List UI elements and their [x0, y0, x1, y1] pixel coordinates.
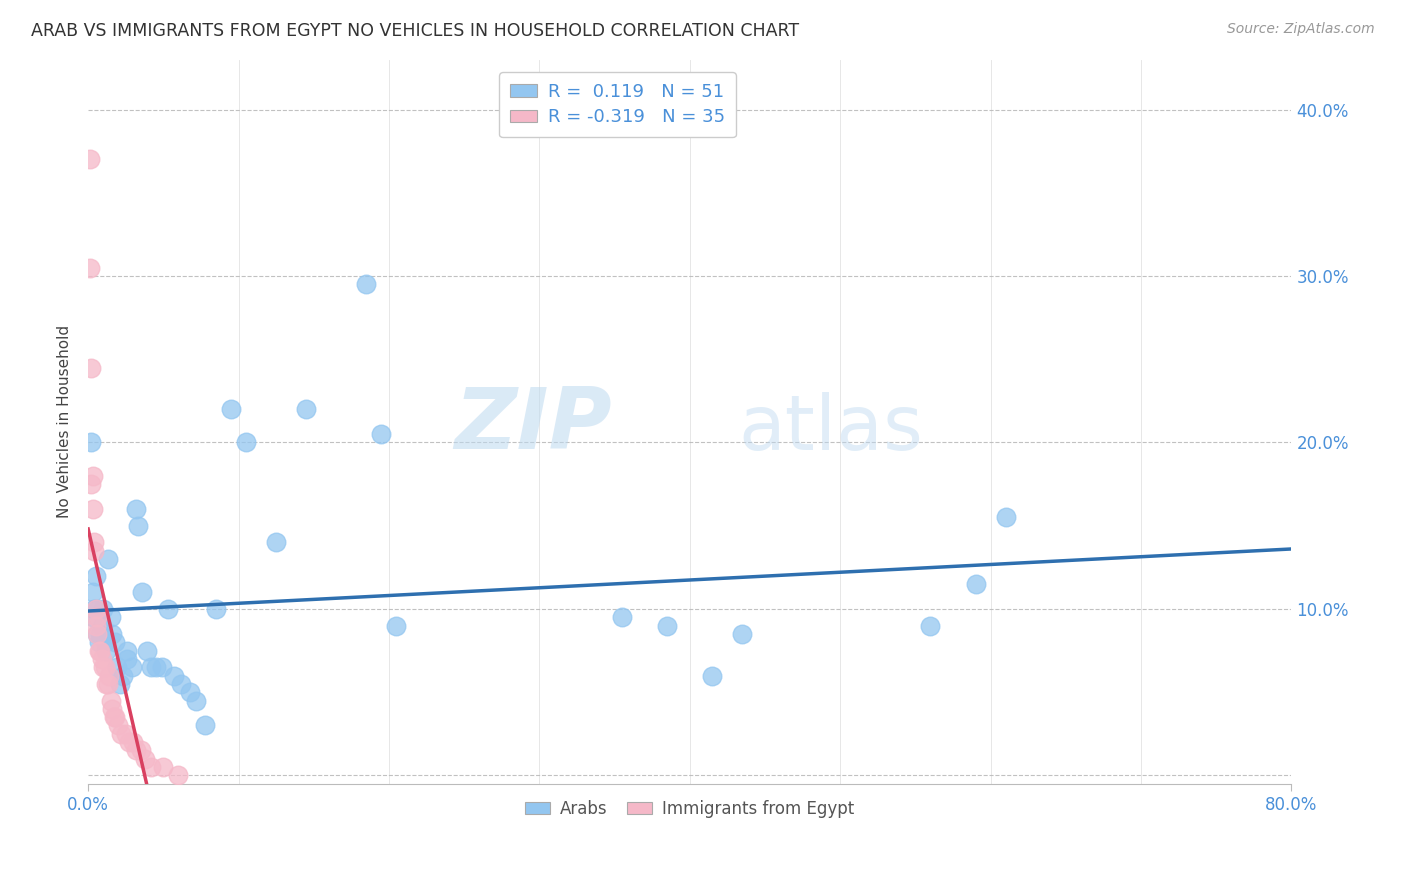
Point — [84, 568, 107, 582]
Point — [370, 427, 392, 442]
Point — [702, 668, 724, 682]
Point — [156, 602, 179, 616]
Point — [105, 660, 128, 674]
Point — [104, 710, 127, 724]
Point — [152, 760, 174, 774]
Point — [186, 693, 208, 707]
Point — [84, 602, 107, 616]
Point — [101, 702, 124, 716]
Legend: Arabs, Immigrants from Egypt: Arabs, Immigrants from Egypt — [516, 791, 863, 826]
Point — [117, 652, 139, 666]
Point — [98, 668, 121, 682]
Point — [167, 768, 190, 782]
Point — [87, 643, 110, 657]
Text: ZIP: ZIP — [454, 384, 612, 467]
Text: atlas: atlas — [738, 392, 922, 466]
Point — [93, 660, 115, 674]
Point — [125, 502, 148, 516]
Point — [101, 627, 124, 641]
Point — [82, 468, 104, 483]
Point — [118, 735, 141, 749]
Point — [82, 502, 104, 516]
Point — [86, 627, 108, 641]
Point — [87, 635, 110, 649]
Point — [235, 435, 257, 450]
Point — [80, 360, 103, 375]
Point — [89, 643, 111, 657]
Point — [104, 635, 127, 649]
Point — [96, 643, 118, 657]
Point — [965, 577, 987, 591]
Point — [145, 660, 167, 674]
Point — [80, 477, 103, 491]
Point — [657, 618, 679, 632]
Point — [117, 643, 139, 657]
Point — [83, 543, 105, 558]
Point — [96, 677, 118, 691]
Point — [920, 618, 942, 632]
Point — [80, 435, 103, 450]
Point — [610, 610, 633, 624]
Point — [91, 660, 114, 674]
Point — [131, 585, 153, 599]
Point — [86, 627, 108, 641]
Point — [110, 727, 132, 741]
Point — [91, 602, 114, 616]
Point — [356, 277, 378, 292]
Text: ARAB VS IMMIGRANTS FROM EGYPT NO VEHICLES IN HOUSEHOLD CORRELATION CHART: ARAB VS IMMIGRANTS FROM EGYPT NO VEHICLE… — [31, 22, 799, 40]
Point — [84, 602, 107, 616]
Point — [111, 668, 134, 682]
Point — [205, 602, 228, 616]
Point — [84, 618, 107, 632]
Point — [994, 510, 1017, 524]
Point — [125, 743, 148, 757]
Point — [134, 752, 156, 766]
Point — [150, 660, 173, 674]
Point — [179, 685, 201, 699]
Point — [100, 693, 122, 707]
Point — [141, 760, 163, 774]
Point — [731, 627, 754, 641]
Point — [141, 660, 163, 674]
Point — [114, 727, 136, 741]
Point — [219, 402, 242, 417]
Point — [170, 677, 193, 691]
Y-axis label: No Vehicles in Household: No Vehicles in Household — [58, 325, 72, 518]
Point — [264, 535, 287, 549]
Point — [129, 743, 152, 757]
Point — [83, 535, 105, 549]
Point — [127, 518, 149, 533]
Point — [79, 260, 101, 275]
Point — [108, 677, 131, 691]
Point — [194, 718, 217, 732]
Point — [90, 618, 112, 632]
Point — [135, 643, 157, 657]
Point — [121, 660, 143, 674]
Point — [90, 652, 112, 666]
Point — [103, 710, 125, 724]
Point — [83, 602, 105, 616]
Point — [163, 668, 186, 682]
Text: Source: ZipAtlas.com: Source: ZipAtlas.com — [1227, 22, 1375, 37]
Point — [93, 635, 115, 649]
Point — [89, 627, 111, 641]
Point — [295, 402, 318, 417]
Point — [385, 618, 408, 632]
Point — [82, 585, 104, 599]
Point — [86, 610, 108, 624]
Point — [122, 735, 145, 749]
Point — [79, 153, 101, 167]
Point — [97, 677, 120, 691]
Point — [82, 610, 104, 624]
Point — [107, 718, 129, 732]
Point — [100, 610, 122, 624]
Point — [97, 552, 120, 566]
